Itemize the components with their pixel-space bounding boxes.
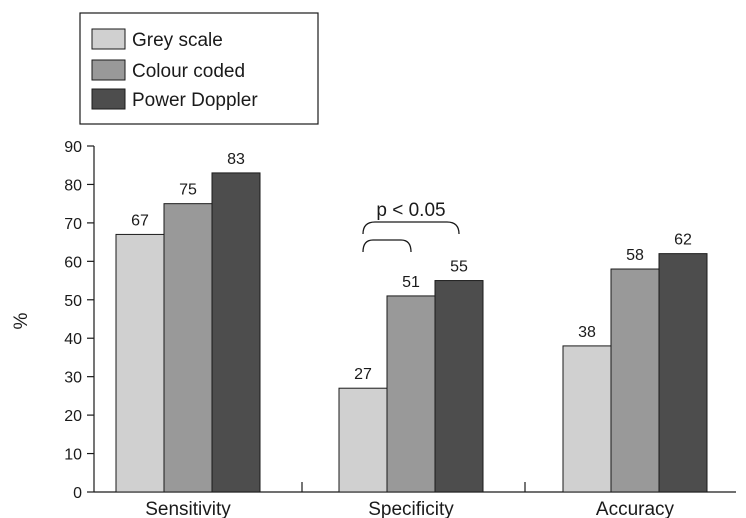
y-ticks: 0 10 20 30 40 50 60 70 80 90: [64, 139, 94, 502]
bar-accuracy-colour-coded: [610, 268, 660, 493]
bar-sensitivity-power-doppler: [211, 172, 261, 493]
legend-swatch-colour-coded: [91, 59, 126, 81]
category-label-sensitivity: Sensitivity: [145, 499, 231, 518]
legend-label-power-doppler: Power Doppler: [132, 90, 258, 111]
bar-specificity-power-doppler: [434, 280, 484, 493]
y-tick-label: 20: [64, 408, 82, 425]
significance-label: p < 0.05: [376, 200, 445, 221]
bar-accuracy-grey-scale: [562, 345, 612, 493]
significance-bracket: [362, 221, 460, 253]
y-tick-label: 40: [64, 331, 82, 348]
bar-value-label: 51: [402, 274, 420, 291]
bar-value-label: 38: [578, 324, 596, 341]
legend-swatch-power-doppler: [91, 88, 126, 110]
value-labels: 67 75 83 27 51 55 38 58 62: [131, 151, 692, 383]
bar-sensitivity-grey-scale: [115, 233, 165, 493]
y-tick-label: 70: [64, 216, 82, 233]
category-labels: Sensitivity Specificity Accuracy: [145, 499, 674, 518]
y-tick-label: 80: [64, 177, 82, 194]
category-label-accuracy: Accuracy: [596, 499, 675, 518]
y-axis-label: %: [11, 312, 32, 329]
bar-value-label: 62: [674, 232, 692, 249]
legend-swatch-grey-scale: [91, 28, 126, 50]
bar-value-label: 83: [227, 151, 245, 168]
bars: [115, 172, 708, 493]
bar-value-label: 67: [131, 212, 149, 229]
bar-value-label: 27: [354, 366, 372, 383]
legend: Grey scale Colour coded Power Doppler: [79, 12, 319, 125]
x-separators: [301, 482, 526, 492]
y-tick-label: 90: [64, 139, 82, 156]
y-tick-label: 60: [64, 254, 82, 271]
significance-annotation: p < 0.05: [362, 200, 460, 253]
bar-sensitivity-colour-coded: [163, 203, 213, 493]
bar-specificity-grey-scale: [338, 387, 388, 493]
bar-value-label: 58: [626, 247, 644, 264]
legend-label-colour-coded: Colour coded: [132, 61, 245, 82]
y-tick-label: 50: [64, 293, 82, 310]
category-label-specificity: Specificity: [368, 499, 454, 518]
bar-value-label: 55: [450, 259, 468, 276]
bar-value-label: 75: [179, 182, 197, 199]
legend-label-grey-scale: Grey scale: [132, 30, 223, 51]
y-tick-label: 10: [64, 447, 82, 464]
bar-specificity-colour-coded: [386, 295, 436, 493]
y-tick-label: 0: [73, 485, 82, 502]
y-tick-label: 30: [64, 370, 82, 387]
bar-accuracy-power-doppler: [658, 253, 708, 493]
